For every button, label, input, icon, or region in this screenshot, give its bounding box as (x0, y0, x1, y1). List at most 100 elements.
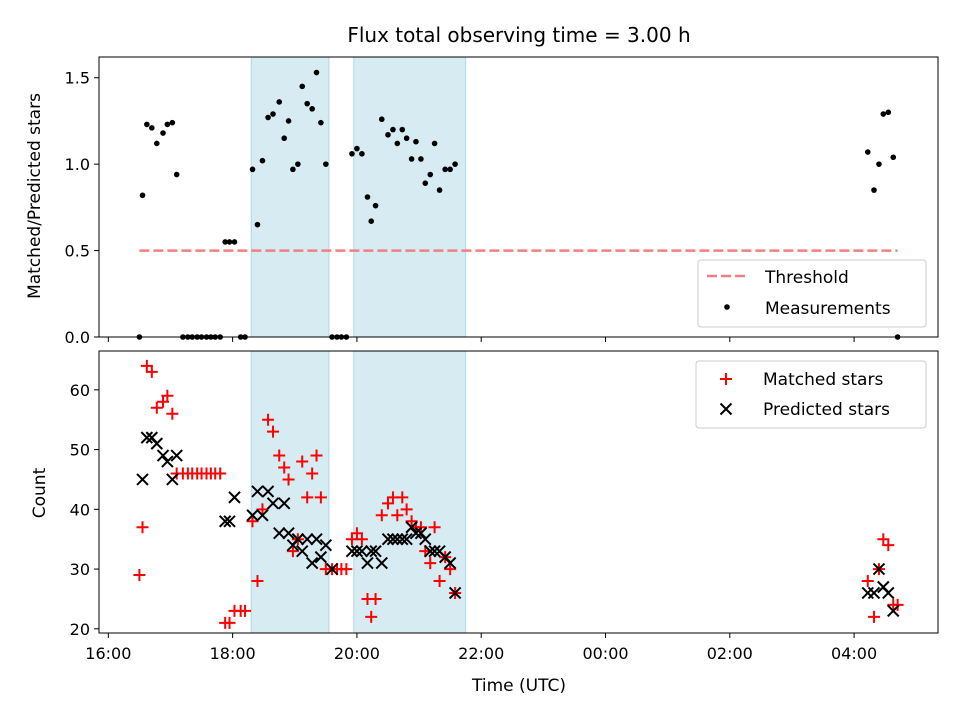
y-tick-label: 0.5 (65, 242, 90, 261)
measurement-point (290, 166, 296, 173)
predicted-point (170, 449, 183, 462)
chart-title: Flux total observing time = 3.00 h (347, 23, 690, 47)
measurement-point (304, 100, 310, 107)
measurement-point (418, 156, 424, 162)
matched-point (214, 467, 227, 480)
predicted-point (136, 473, 149, 486)
measurement-point (222, 239, 228, 245)
predicted-point (273, 527, 286, 540)
x-tick-label: 18:00 (210, 644, 256, 663)
matched-point (444, 563, 457, 576)
predicted-point (166, 473, 179, 486)
predicted-legend-marker (719, 402, 733, 416)
measurement-legend-marker (724, 304, 730, 310)
measurement-point (160, 130, 166, 136)
matched-point (396, 491, 409, 504)
matched-point (166, 407, 179, 420)
measurement-point (270, 111, 276, 117)
y-tick-label: 60 (70, 381, 90, 400)
matched-point (161, 389, 174, 402)
predicted-point (282, 527, 295, 540)
y-tick-label: 30 (70, 560, 90, 579)
measurement-point (254, 221, 261, 228)
y-tick-label: 20 (70, 620, 90, 639)
predicted-point (251, 485, 264, 498)
x-tick-label: 22:00 (458, 644, 504, 663)
legend-matched-label: Matched stars (763, 370, 883, 390)
y-tick-label: 1.0 (65, 155, 90, 174)
predicted-point (296, 544, 309, 558)
predicted-point (314, 550, 328, 564)
x-tick-label: 20:00 (334, 644, 380, 663)
measurement-point (403, 135, 410, 142)
predicted-point (409, 527, 423, 540)
matched-point (133, 569, 146, 582)
predicted-point (400, 532, 413, 546)
matched-point (306, 467, 319, 480)
measurement-point (144, 121, 150, 128)
plot-frame (98, 350, 939, 634)
measurement-point (313, 69, 320, 76)
predicted-point (365, 544, 378, 558)
predicted-point (319, 538, 333, 552)
predicted-point (218, 515, 232, 528)
measurement-point (226, 239, 233, 245)
predicted-point (375, 556, 388, 570)
predicted-point (887, 604, 900, 618)
matched-point (365, 610, 378, 623)
y-tick-label: 40 (70, 500, 90, 519)
matched-point (296, 455, 309, 468)
predicted-point (396, 532, 409, 546)
measurement-point (349, 150, 355, 157)
matched-point (267, 425, 280, 438)
matched-point (861, 575, 874, 588)
measurement-point (394, 140, 401, 147)
measurement-point (885, 109, 892, 116)
observing-interval-shade (353, 350, 467, 634)
predicted-point (300, 532, 314, 546)
predicted-point (443, 556, 457, 570)
measurement-point (413, 138, 419, 145)
measurement-point (149, 125, 155, 131)
measurement-point (871, 187, 877, 193)
measurement-point (354, 145, 360, 152)
measurement-point (299, 83, 306, 90)
measurement-point (442, 166, 448, 173)
matched-point (278, 461, 291, 474)
predicted-point (386, 532, 400, 546)
measurement-point (372, 202, 379, 209)
measurement-point (390, 126, 396, 133)
predicted-point (156, 449, 170, 462)
x-tick-label: 00:00 (582, 644, 628, 663)
predicted-point (261, 485, 275, 498)
measurement-point (323, 161, 329, 167)
matched-point (251, 575, 264, 588)
measurement-point (281, 135, 288, 142)
predicted-point (872, 562, 886, 576)
predicted-point (405, 521, 418, 534)
plot-frame (98, 56, 939, 338)
matched-point (891, 598, 904, 611)
predicted-point (305, 556, 319, 570)
matched-point (375, 509, 388, 522)
predicted-point (448, 586, 462, 600)
predicted-point (391, 532, 404, 546)
predicted-point (414, 527, 428, 540)
measurement-point (431, 140, 438, 147)
predicted-point (277, 497, 291, 510)
x-tick-label: 02:00 (707, 644, 753, 663)
measurement-point (378, 116, 385, 123)
bottom-legend: Matched stars Predicted stars (695, 360, 927, 429)
observing-interval-shade (353, 56, 467, 338)
predicted-point (161, 455, 174, 468)
measurement-point (880, 111, 887, 117)
measurement-point (364, 194, 371, 200)
matched-point (400, 503, 413, 516)
matched-point (433, 575, 446, 588)
top-ylabel: Matched/Predicted stars (25, 93, 45, 299)
matched-point (301, 491, 314, 504)
matched-point (246, 515, 259, 528)
measurement-point (309, 106, 315, 112)
predicted-point (381, 532, 395, 546)
